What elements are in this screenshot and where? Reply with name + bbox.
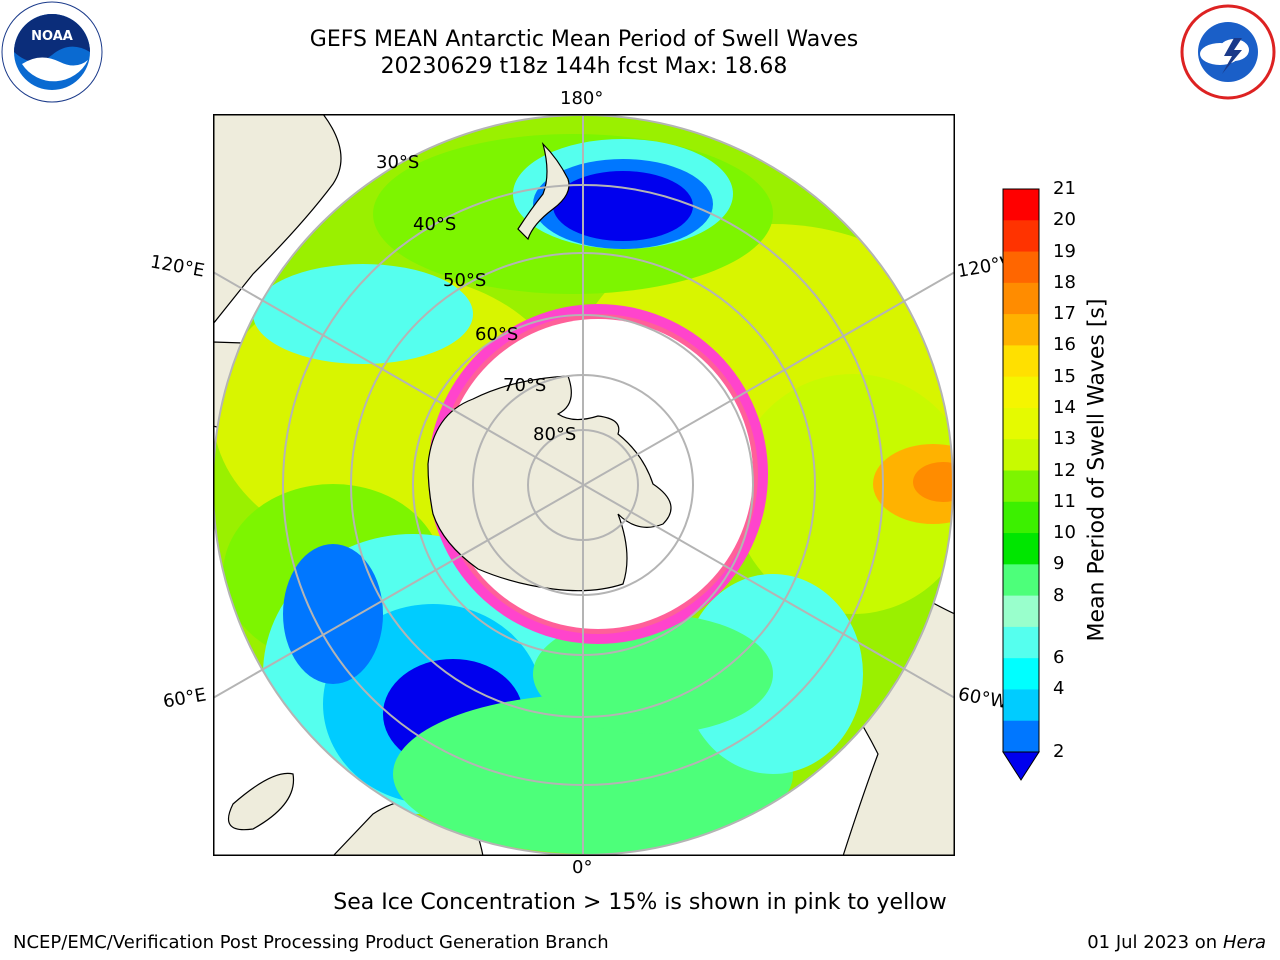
machine-name: Hera: [1222, 932, 1266, 953]
colorbar-cell: [1003, 720, 1039, 753]
date-text: 01 Jul 2023 on Hera: [1087, 932, 1266, 953]
lat-label-50: 50°S: [443, 270, 486, 291]
lat-label-70: 70°S: [503, 375, 546, 396]
colorbar-cell: [1003, 345, 1039, 378]
colorbar-label: Mean Period of Swell Waves [s]: [1084, 298, 1110, 642]
credit-text: NCEP/EMC/Verification Post Processing Pr…: [13, 932, 609, 953]
colorbar-tick-label: 14: [1053, 396, 1076, 418]
colorbar-cell: [1003, 626, 1039, 659]
colorbar-cell: [1003, 314, 1039, 346]
colorbar-tick-label: 6: [1053, 647, 1065, 669]
colorbar-extend-arrow: [1002, 751, 1040, 781]
chart-title: GEFS MEAN Antarctic Mean Period of Swell…: [309, 27, 859, 52]
new-zealand-landmass: [517, 141, 570, 241]
colorbar-cell: [1003, 689, 1039, 722]
colorbar-cell: [1003, 251, 1039, 284]
colorbar-cell: [1003, 439, 1039, 471]
polar-map: 30°S 40°S 50°S 60°S 70°S 80°S: [213, 114, 955, 856]
colorbar-tick-label: 15: [1053, 365, 1076, 387]
lat-label-60: 60°S: [475, 324, 518, 345]
colorbar-cell: [1003, 407, 1039, 440]
lat-label-40: 40°S: [413, 214, 456, 235]
colorbar-tick-label: 11: [1053, 490, 1076, 512]
madagascar-landmass: [228, 772, 295, 831]
date-value: 01 Jul 2023 on: [1087, 932, 1223, 953]
lat-label-80: 80°S: [533, 424, 576, 445]
colorbar-cell: [1003, 533, 1039, 565]
colorbar-cell: [1003, 470, 1039, 503]
lat-label-30: 30°S: [376, 152, 419, 173]
nws-logo: [1180, 4, 1276, 100]
sea-ice-note: Sea Ice Concentration > 15% is shown in …: [333, 890, 947, 915]
lon-label-180: 180°: [560, 88, 604, 109]
colorbar-tick-label: 13: [1053, 428, 1076, 450]
lon-label-120e: 120°E: [148, 251, 207, 282]
colorbar-tick-label: 21: [1053, 178, 1076, 199]
colorbar-cell: [1003, 564, 1039, 597]
colorbar-tick-label: 9: [1053, 553, 1065, 575]
colorbar-cell: [1003, 376, 1039, 409]
colorbar-tick-label: 16: [1053, 334, 1076, 356]
noaa-logo: NOAA: [1, 1, 103, 103]
colorbar: [1002, 188, 1040, 781]
australia-landmass: [213, 114, 342, 325]
colorbar-tick-label: 17: [1053, 303, 1076, 325]
colorbar-tick-label: 2: [1053, 741, 1065, 762]
svg-text:NOAA: NOAA: [31, 29, 73, 44]
colorbar-tick-label: 10: [1053, 522, 1076, 544]
colorbar-cell: [1003, 189, 1039, 221]
colorbar-cell: [1003, 658, 1039, 690]
colorbar-cell: [1003, 595, 1039, 628]
lon-label-60e: 60°E: [161, 684, 208, 713]
chart-subtitle: 20230629 t18z 144h fcst Max: 18.68: [380, 54, 788, 79]
colorbar-tick-label: 20: [1053, 209, 1076, 231]
colorbar-tick-label: 19: [1053, 240, 1076, 262]
colorbar-cell: [1003, 220, 1039, 253]
lon-label-0: 0°: [572, 857, 593, 878]
colorbar-tick-label: 8: [1053, 584, 1065, 606]
colorbar-cell: [1003, 282, 1039, 315]
colorbar-cell: [1003, 501, 1039, 534]
colorbar-tick-label: 18: [1053, 271, 1076, 293]
colorbar-tick-label: 12: [1053, 459, 1076, 481]
colorbar-tick-label: 4: [1053, 678, 1065, 700]
